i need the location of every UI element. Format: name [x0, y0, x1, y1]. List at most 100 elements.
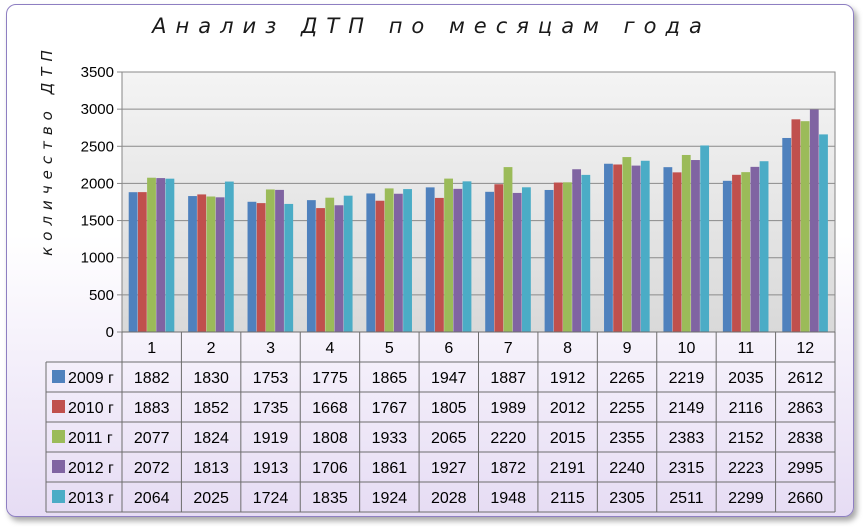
data-label: 1989 — [490, 400, 526, 417]
x-tick-label: 4 — [326, 340, 335, 357]
bar-2013-г-11 — [759, 161, 769, 332]
data-label: 2240 — [609, 460, 645, 477]
bar-2011-г-3 — [265, 189, 275, 332]
data-label: 1887 — [490, 370, 526, 387]
data-label: 2223 — [728, 460, 764, 477]
bar-2009-г-6 — [425, 187, 435, 332]
data-label: 2838 — [787, 430, 823, 447]
y-tick-label: 2500 — [81, 138, 114, 155]
data-label: 1813 — [193, 460, 229, 477]
bar-2012-г-11 — [750, 166, 760, 332]
data-label: 2072 — [134, 460, 170, 477]
data-label: 2065 — [431, 430, 467, 447]
data-label: 1835 — [312, 490, 348, 507]
data-label: 1948 — [490, 490, 526, 507]
data-label: 1924 — [372, 490, 408, 507]
bar-2009-г-10 — [663, 167, 673, 332]
data-label: 2612 — [787, 370, 823, 387]
x-tick-label: 2 — [207, 340, 216, 357]
data-label: 1805 — [431, 400, 467, 417]
x-tick-label: 11 — [738, 340, 755, 357]
y-tick-label: 2000 — [81, 175, 114, 192]
bar-2012-г-1 — [156, 178, 166, 332]
bar-2009-г-9 — [604, 163, 613, 332]
data-label: 1724 — [253, 490, 289, 507]
data-label: 2077 — [134, 430, 170, 447]
data-label: 1883 — [134, 400, 170, 417]
legend-label: 2013 г — [68, 490, 114, 507]
bar-2011-г-4 — [325, 197, 335, 332]
bar-2010-г-3 — [256, 203, 266, 332]
data-label: 2116 — [729, 400, 764, 417]
bar-2010-г-8 — [553, 182, 563, 332]
legend-swatch — [52, 430, 65, 443]
bar-2011-г-12 — [800, 121, 810, 333]
bar-2012-г-3 — [275, 189, 284, 332]
bar-2012-г-7 — [512, 192, 522, 332]
bar-2010-г-5 — [375, 200, 385, 332]
legend-label: 2009 г — [68, 370, 114, 387]
bar-2011-г-8 — [563, 182, 572, 332]
bar-2012-г-9 — [631, 165, 641, 332]
data-label: 2191 — [550, 460, 586, 477]
bar-2010-г-1 — [137, 192, 147, 332]
data-label: 1912 — [550, 370, 586, 387]
data-label: 2035 — [728, 370, 764, 387]
bar-2010-г-10 — [672, 172, 682, 332]
bar-2012-г-5 — [393, 193, 403, 332]
data-label: 2995 — [787, 460, 823, 477]
bar-2012-г-4 — [334, 205, 344, 332]
bar-2013-г-9 — [640, 160, 650, 332]
y-tick-label: 3500 — [81, 64, 114, 81]
data-label: 1767 — [372, 400, 408, 417]
data-label: 1861 — [372, 460, 408, 477]
data-label: 1933 — [372, 430, 408, 447]
bar-2013-г-6 — [462, 181, 472, 332]
data-label: 1753 — [253, 370, 289, 387]
data-label: 2015 — [550, 430, 586, 447]
bar-2009-г-5 — [366, 193, 376, 332]
data-label: 2012 — [550, 400, 586, 417]
data-label: 2025 — [193, 490, 229, 507]
data-label: 1927 — [431, 460, 467, 477]
data-label: 1808 — [312, 430, 348, 447]
bar-2013-г-7 — [522, 187, 531, 332]
bar-2009-г-7 — [485, 191, 495, 332]
data-label: 2219 — [669, 370, 705, 387]
chart-title: Анализ ДТП по месяцам года — [152, 14, 711, 38]
data-label: 2220 — [490, 430, 526, 447]
bar-2010-г-12 — [791, 119, 801, 332]
data-label: 2299 — [728, 490, 764, 507]
bar-2010-г-7 — [494, 184, 504, 332]
y-tick-label: 500 — [89, 287, 114, 304]
data-label: 2064 — [134, 490, 170, 507]
bar-2013-г-4 — [343, 195, 353, 332]
bar-2009-г-11 — [722, 180, 732, 332]
bar-2011-г-10 — [681, 154, 691, 332]
legend-label: 2010 г — [68, 400, 114, 417]
x-tick-label: 5 — [385, 340, 394, 357]
data-label: 2265 — [609, 370, 645, 387]
legend-label: 2012 г — [68, 460, 114, 477]
data-label: 1852 — [193, 400, 229, 417]
y-tick-label: 1500 — [81, 213, 114, 230]
bar-2010-г-9 — [613, 164, 623, 332]
bar-2013-г-3 — [284, 203, 294, 332]
bar-2012-г-2 — [215, 197, 225, 332]
bar-2009-г-2 — [188, 196, 197, 332]
legend-swatch — [52, 490, 65, 503]
data-label: 1882 — [134, 370, 170, 387]
data-label: 1872 — [490, 460, 526, 477]
data-label: 2152 — [728, 430, 764, 447]
data-label: 1830 — [193, 370, 229, 387]
y-tick-label: 1000 — [81, 250, 114, 267]
y-tick-label: 3000 — [81, 101, 114, 118]
y-tick-label: 0 — [106, 324, 114, 341]
bar-2010-г-6 — [434, 197, 444, 332]
data-label: 2863 — [787, 400, 823, 417]
data-label: 1919 — [253, 430, 289, 447]
bar-2010-г-4 — [316, 208, 325, 332]
bar-2011-г-6 — [444, 178, 453, 332]
bar-2012-г-12 — [809, 109, 819, 332]
data-label: 2660 — [787, 490, 823, 507]
